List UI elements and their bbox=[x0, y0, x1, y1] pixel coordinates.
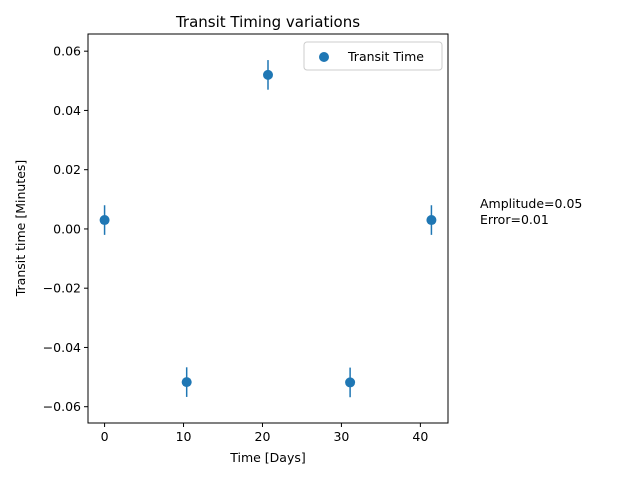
annotation-error: Error=0.01 bbox=[480, 212, 549, 227]
data-point bbox=[263, 69, 273, 80]
legend-box bbox=[303, 41, 443, 71]
y-axis-label: Transit time [Minutes] bbox=[13, 160, 28, 298]
y-tick-label: −0.06 bbox=[43, 399, 81, 414]
x-tick-label: 10 bbox=[176, 429, 192, 444]
y-tick-label: 0.00 bbox=[53, 221, 81, 236]
data-point bbox=[99, 215, 110, 226]
plot-area-frame bbox=[87, 33, 449, 424]
chart-title: Transit Timing variations bbox=[175, 13, 360, 31]
data-point bbox=[181, 377, 192, 388]
y-tick-label: 0.02 bbox=[53, 162, 81, 177]
x-tick-label: 20 bbox=[255, 429, 271, 444]
y-tick-label: 0.06 bbox=[53, 44, 81, 59]
legend-label: Transit Time bbox=[347, 49, 424, 64]
legend-marker bbox=[319, 52, 329, 62]
y-tick-label: −0.02 bbox=[43, 281, 81, 296]
error-bars bbox=[103, 60, 433, 398]
data-points bbox=[99, 69, 437, 388]
y-tick-label: −0.04 bbox=[43, 340, 81, 355]
y-tick-label: 0.04 bbox=[53, 103, 81, 118]
x-tick-label: 30 bbox=[333, 429, 349, 444]
legend: Transit Time bbox=[303, 41, 443, 71]
x-tick-label: 40 bbox=[412, 429, 428, 444]
annotation-box: Amplitude=0.05 Error=0.01 bbox=[480, 196, 582, 227]
x-tick-label: 0 bbox=[101, 429, 109, 444]
data-point bbox=[426, 215, 437, 226]
data-point bbox=[345, 377, 356, 388]
annotation-amplitude: Amplitude=0.05 bbox=[480, 196, 582, 211]
axis-ticks: 0 10 20 30 40 −0.06 −0.04 −0.02 0.00 0.02 0.04 0.06 bbox=[43, 44, 429, 444]
x-axis-label: Time [Days] bbox=[229, 450, 306, 465]
